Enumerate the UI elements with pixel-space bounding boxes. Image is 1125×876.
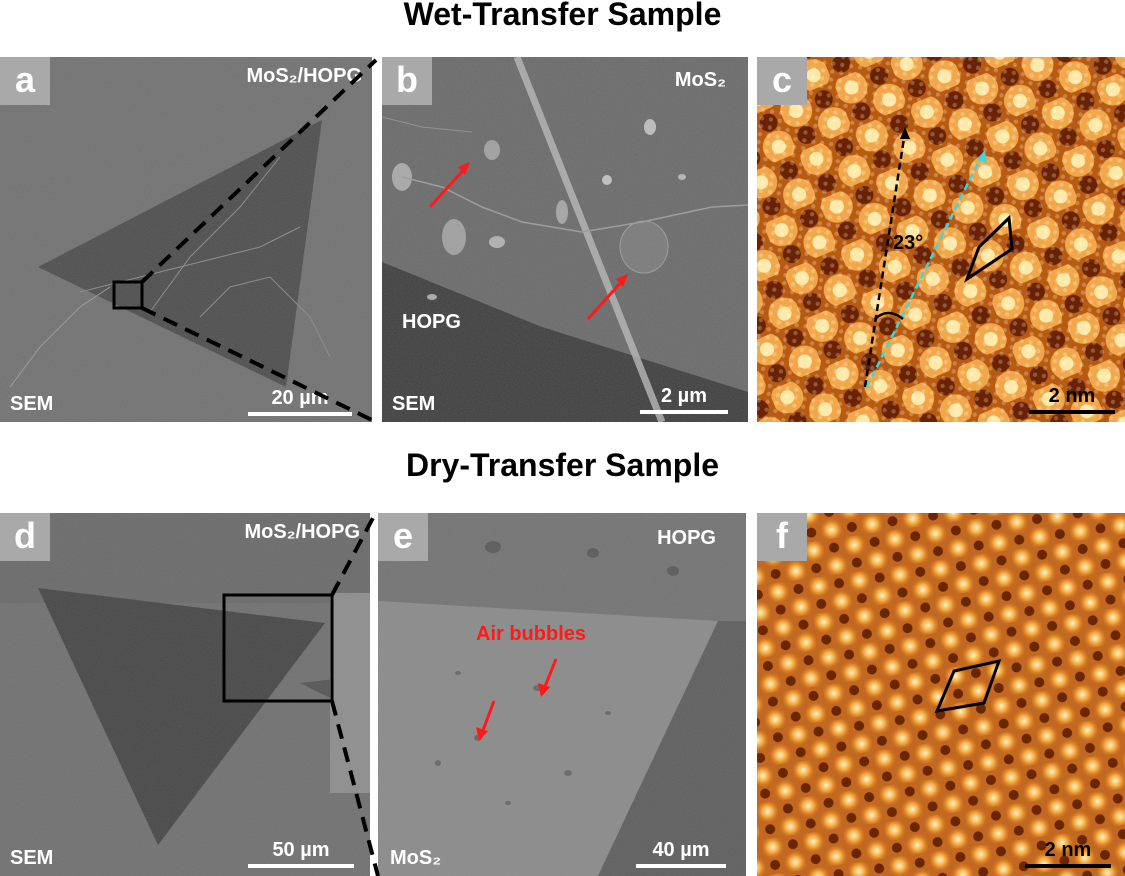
angle-arc: [874, 311, 904, 320]
technique-label: SEM: [10, 847, 54, 869]
red-arrow-2: [480, 700, 496, 734]
material-label: MoS₂/HOPG: [246, 65, 362, 87]
red-arrow-1: [542, 658, 558, 690]
unit-cell-rhombus: [934, 658, 1002, 713]
substrate-label: HOPG: [402, 311, 461, 333]
sem-image-b: [382, 57, 748, 422]
panel-label: a: [0, 57, 50, 105]
dashed-direction-line-black: [863, 131, 907, 388]
stm-image-f: [757, 513, 1125, 876]
material-label: MoS₂: [674, 69, 726, 91]
title-dry-transfer: Dry-Transfer Sample: [405, 447, 719, 483]
panel-d-sem-image: d MoS₂/HOPG SEM 50 µm: [0, 513, 370, 876]
panel-label: f: [757, 513, 807, 561]
zoom-region-box: [222, 593, 334, 703]
panel-c-stm-image: c 23° 2 nm: [757, 57, 1125, 422]
panel-label: b: [382, 57, 432, 105]
scale-bar: 40 µm: [636, 839, 726, 868]
panel-e-sem-image: e HOPG Air bubbles MoS₂ 40 µm: [378, 513, 746, 876]
technique-label: SEM: [10, 393, 54, 415]
panel-b-sem-image: b MoS₂ HOPG SEM 2 µm: [382, 57, 748, 422]
sem-image-e: [378, 513, 746, 876]
scale-bar-line: [1029, 410, 1115, 414]
scale-bar-label: 20 µm: [271, 387, 329, 409]
scale-bar: 2 µm: [640, 385, 728, 414]
unit-cell-rhombus: [963, 214, 1014, 283]
scale-bar-label: 2 nm: [1048, 385, 1096, 407]
scale-bar-line: [248, 864, 354, 868]
scale-bar: 2 nm: [1029, 385, 1115, 414]
panel-label: c: [757, 57, 807, 105]
scale-bar: 50 µm: [248, 839, 354, 868]
red-arrow-1: [428, 165, 468, 209]
substrate-label: HOPG: [657, 527, 716, 549]
title-wet-transfer: Wet-Transfer Sample: [403, 0, 722, 32]
material-label: MoS₂: [390, 847, 442, 869]
panel-a-sem-image: a MoS₂/HOPG SEM 20 µm: [0, 57, 372, 422]
technique-label: SEM: [392, 393, 436, 415]
panel-label: e: [378, 513, 428, 561]
scale-bar: 2 nm: [1025, 839, 1111, 868]
angle-label: 23°: [893, 232, 924, 254]
scale-bar-label: 50 µm: [272, 839, 330, 861]
panel-label: d: [0, 513, 50, 561]
stm-image-c: [757, 57, 1125, 422]
sem-image-a: [0, 57, 372, 422]
scale-bar-line: [248, 412, 352, 416]
scale-bar-label: 40 µm: [652, 839, 710, 861]
annotation-air-bubbles: Air bubbles: [476, 623, 587, 645]
red-arrow-2: [586, 277, 626, 321]
dashed-direction-line-cyan: [865, 154, 984, 388]
scale-bar-label: 2 µm: [661, 385, 707, 407]
material-label: MoS₂/HOPG: [244, 521, 360, 543]
sem-image-d: [0, 513, 370, 876]
scale-bar: 20 µm: [248, 387, 352, 416]
scale-bar-line: [1025, 864, 1111, 868]
zoom-region-box: [112, 280, 144, 310]
scale-bar-line: [636, 864, 726, 868]
panel-f-stm-image: f 2 nm: [757, 513, 1125, 876]
scale-bar-label: 2 nm: [1044, 839, 1092, 861]
scale-bar-line: [640, 410, 728, 414]
